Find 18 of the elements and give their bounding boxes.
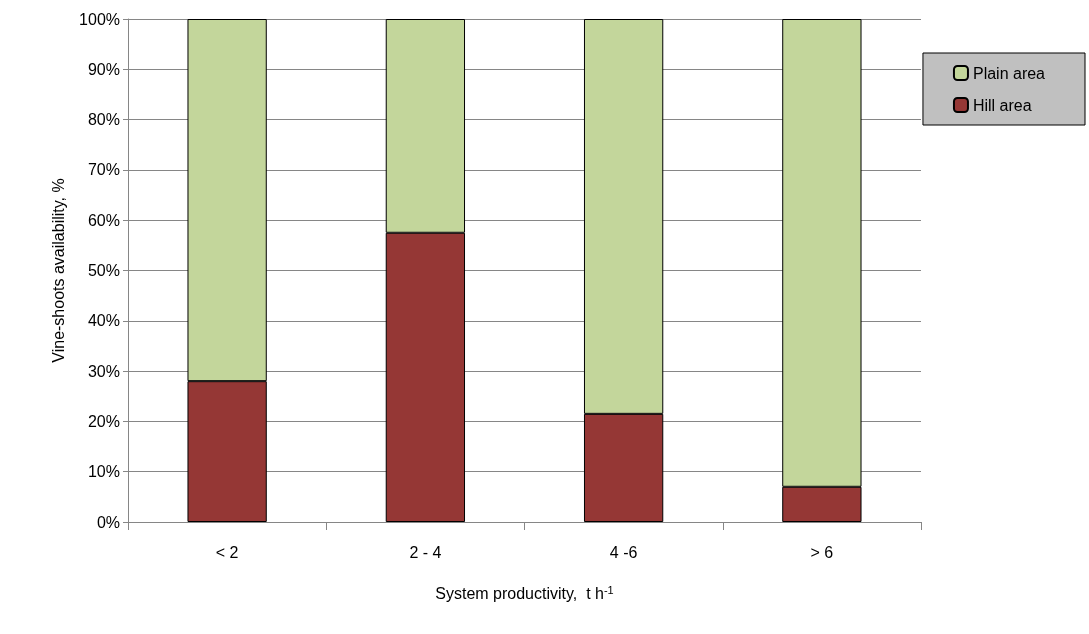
y-tick-label: 80% [87,111,120,129]
y-tick-label: 70% [87,161,120,179]
y-tick-label: 0% [96,513,120,531]
y-tick-label: 40% [87,312,120,330]
legend-label: Plain area [972,64,1046,82]
legend-label: Hill area [972,96,1032,114]
y-axis-title: Vine-shoots availability, % [49,178,67,363]
y-tick-label: 60% [87,211,120,229]
y-tick-label: 100% [79,10,120,28]
y-tick-label: 20% [87,412,120,430]
y-tick-label: 10% [87,463,120,481]
y-tick-label: 30% [87,362,120,380]
y-tick-label: 50% [87,262,120,279]
x-tick-label: > 6 [810,543,834,561]
x-tick-label: < 2 [215,543,239,561]
x-tick-label: 4 -6 [609,543,638,561]
x-tick-label: 2 - 4 [409,543,442,561]
y-tick-label: 90% [87,60,120,78]
